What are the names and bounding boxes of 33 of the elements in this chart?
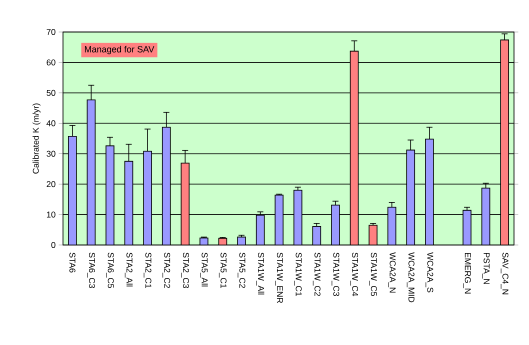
x-tick-label: WCA2A_MID <box>406 252 414 302</box>
y-tick-label: 70 <box>46 29 56 35</box>
y-tick-label: 10 <box>46 212 56 218</box>
x-tick-label: STA5_C2 <box>238 252 246 288</box>
x-tick-label: STA5_C1 <box>218 252 227 288</box>
x-tick-label: STA5_All <box>200 252 208 286</box>
y-axis-title: Calibrated K (m/yr) <box>32 104 40 174</box>
y-tick-label: 20 <box>46 181 56 188</box>
x-tick-label: STA6_C5 <box>106 252 114 288</box>
x-tick-label: STA2_C3 <box>181 252 189 288</box>
x-tick-label: STA1W_C5 <box>369 252 377 296</box>
x-tick-label: STA2_C2 <box>162 252 170 288</box>
x-tick-label: SAV_C4_N <box>500 252 508 294</box>
x-tick-label: STA1W_C1 <box>294 252 302 296</box>
x-tick-label: STA2_All <box>124 252 133 286</box>
x-tick-label: EMERG_N <box>463 252 471 294</box>
x-tick-label: STA6_C3 <box>87 252 95 288</box>
annotation: Managed for SAV <box>84 46 154 54</box>
x-tick-label: STA1W_C4 <box>350 252 358 296</box>
x-tick-label: WCA2A_N <box>388 252 396 293</box>
y-tick-label: 30 <box>46 150 56 157</box>
x-tick-label: STA1W_C3 <box>332 252 340 296</box>
y-tick-label: 60 <box>46 59 56 66</box>
x-tick-label: STA2_C1 <box>144 252 152 288</box>
x-tick-label: STA1W_All <box>256 252 264 294</box>
x-tick-label: STA1W_C2 <box>312 252 320 296</box>
x-tick-label: WCA2A_S <box>426 252 434 292</box>
x-tick-label: STA1W_ENR <box>275 252 283 304</box>
y-tick-label: 40 <box>46 120 56 126</box>
y-tick-label: 50 <box>46 90 56 96</box>
x-tick-label: PSTA_N <box>482 252 490 284</box>
x-tick-label: STA6 <box>69 252 76 272</box>
y-tick-label: 0 <box>51 242 56 248</box>
